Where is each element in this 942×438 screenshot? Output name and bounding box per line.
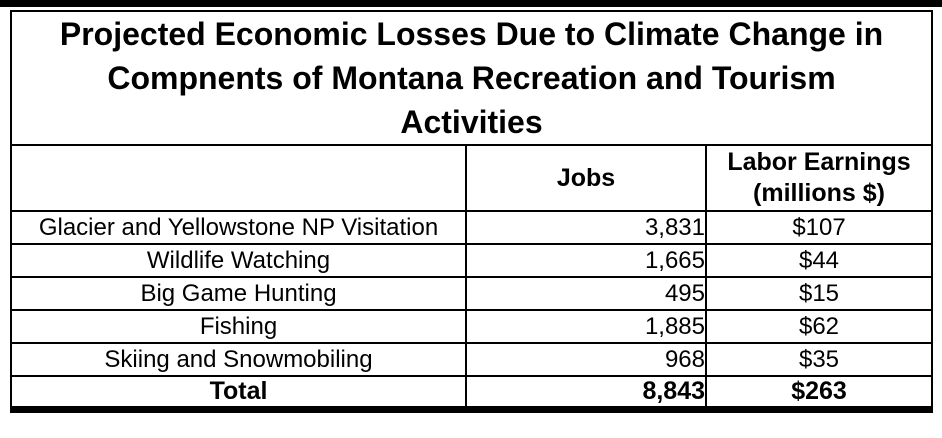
- activity-label: Skiing and Snowmobiling: [10, 342, 467, 377]
- activity-label: Glacier and Yellowstone NP Visitation: [10, 210, 467, 245]
- labor-earnings-value: $35: [704, 342, 934, 377]
- jobs-value: 968: [465, 342, 707, 377]
- jobs-value: 495: [465, 276, 707, 311]
- activity-label: Fishing: [10, 309, 467, 344]
- jobs-value: 1,665: [465, 243, 707, 278]
- economic-losses-table: Projected Economic Losses Due to Climate…: [9, 10, 934, 413]
- header-activity-blank: [10, 144, 467, 212]
- table-title-line-2: Compnents of Montana Recreation and Tour…: [107, 60, 836, 96]
- table-row-big-game-hunting: Big Game Hunting 495 $15: [10, 276, 934, 311]
- table-row-glacier-yellowstone: Glacier and Yellowstone NP Visitation 3,…: [10, 210, 934, 245]
- table-total-row: Total 8,843 $263: [10, 375, 934, 411]
- labor-earnings-value: $15: [704, 276, 934, 311]
- table-row-skiing-snowmobiling: Skiing and Snowmobiling 968 $35: [10, 342, 934, 377]
- total-labor-earnings-value: $263: [704, 375, 934, 411]
- labor-earnings-value: $107: [704, 210, 934, 245]
- table-title: Projected Economic Losses Due to Climate…: [9, 10, 934, 146]
- table-row-wildlife-watching: Wildlife Watching 1,665 $44: [10, 243, 934, 278]
- labor-earnings-value: $44: [704, 243, 934, 278]
- header-jobs: Jobs: [465, 144, 707, 212]
- table-row-fishing: Fishing 1,885 $62: [10, 309, 934, 344]
- table-title-line-1: Projected Economic Losses Due to Climate…: [59, 16, 884, 52]
- header-labor-earnings: Labor Earnings (millions $): [704, 144, 934, 212]
- header-labor-earnings-line-2: (millions $): [753, 179, 885, 207]
- activity-label: Wildlife Watching: [10, 243, 467, 278]
- title-row: Projected Economic Losses Due to Climate…: [9, 10, 934, 146]
- jobs-value: 1,885: [465, 309, 707, 344]
- total-label: Total: [10, 375, 467, 411]
- activity-label: Big Game Hunting: [10, 276, 467, 311]
- jobs-value: 3,831: [465, 210, 707, 245]
- header-labor-earnings-line-1: Labor Earnings: [727, 148, 911, 176]
- total-jobs-value: 8,843: [465, 375, 707, 411]
- table-title-line-3: Activities: [400, 104, 543, 140]
- header-row: Jobs Labor Earnings (millions $): [10, 144, 934, 212]
- labor-earnings-value: $62: [704, 309, 934, 344]
- top-border-bar: [0, 0, 942, 7]
